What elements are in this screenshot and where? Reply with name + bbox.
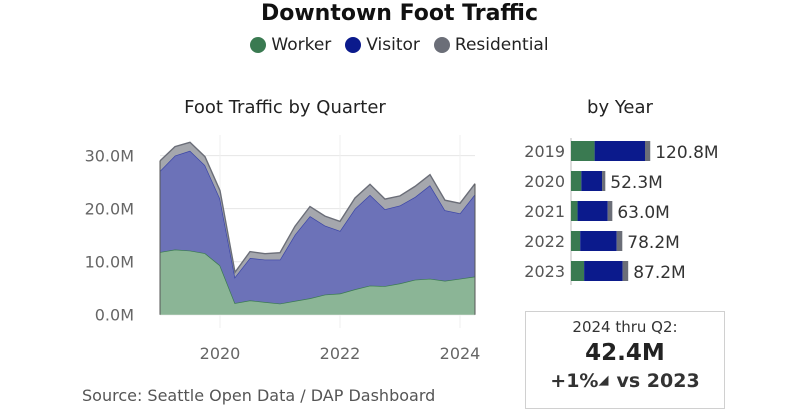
bar-visitor-2021 [577,201,608,221]
bar-residential-2022 [616,231,623,251]
bar-worker-2019 [571,141,595,161]
bar-category-label: 2023 [524,262,565,281]
summary-change-suffix: vs 2023 [616,370,700,392]
area-visitor [160,150,475,304]
legend-swatch-residential [433,37,450,53]
summary-change: +1%◢ vs 2023 [526,370,724,392]
legend-item-visitor[interactable]: Visitor [345,35,420,55]
bar-category-label: 2020 [524,172,565,191]
bar-residential-2019 [644,141,651,161]
legend-label-worker: Worker [271,35,332,55]
line-worker [159,248,476,305]
summary-label: 2024 thru Q2: [572,318,678,336]
y-tick-label: 10.0M [85,253,134,272]
bar-worker-2023 [571,261,585,281]
bar-total-label: 87.2M [633,263,686,283]
source-note: Source: Seattle Open Data / DAP Dashboar… [82,386,436,405]
area-worker [160,249,475,315]
legend-label-residential: Residential [454,35,549,55]
bar-category-label: 2022 [524,232,565,251]
area-chart-title: Foot Traffic by Quarter [184,97,386,118]
bar-total-label: 63.0M [617,203,670,223]
bar-residential-2020 [602,171,606,191]
bar-category-label: 2021 [524,202,565,221]
legend: Worker Visitor Residential [0,35,799,55]
y-tick-label: 20.0M [85,200,134,219]
legend-item-worker[interactable]: Worker [250,35,331,55]
bar-visitor-2019 [594,141,645,161]
bar-total-label: 120.8M [655,143,718,163]
x-tick-label: 2020 [200,344,241,363]
bar-visitor-2023 [584,261,623,281]
bar-residential-2023 [622,261,629,281]
legend-swatch-visitor [345,37,362,53]
bar-visitor-2020 [581,171,603,191]
y-tick-label: 30.0M [85,147,134,166]
summary-value: 42.4M [585,340,665,366]
x-tick-label: 2024 [440,344,481,363]
legend-item-residential[interactable]: Residential [433,35,549,55]
page-title: Downtown Foot Traffic [260,1,539,26]
bar-residential-2021 [607,201,613,221]
line-residential [159,141,476,275]
area-residential [160,142,475,278]
summary-card: 2024 thru Q2: 42.4M +1%◢ vs 2023 [525,311,725,409]
summary-change-percent: +1% [550,370,599,392]
trend-down-icon: ◢ [598,373,609,388]
y-tick-label: 0.0M [95,306,134,325]
bar-worker-2022 [571,231,581,251]
bar-total-label: 52.3M [610,173,663,193]
bar-visitor-2022 [580,231,617,251]
x-tick-label: 2022 [320,344,361,363]
bar-category-label: 2019 [524,142,565,161]
legend-label-visitor: Visitor [366,35,420,55]
bar-chart-title: by Year [587,97,653,118]
bar-worker-2021 [571,201,578,221]
legend-swatch-worker [250,37,267,53]
line-visitor [159,150,476,279]
bar-total-label: 78.2M [627,233,680,253]
bar-worker-2020 [571,171,582,191]
